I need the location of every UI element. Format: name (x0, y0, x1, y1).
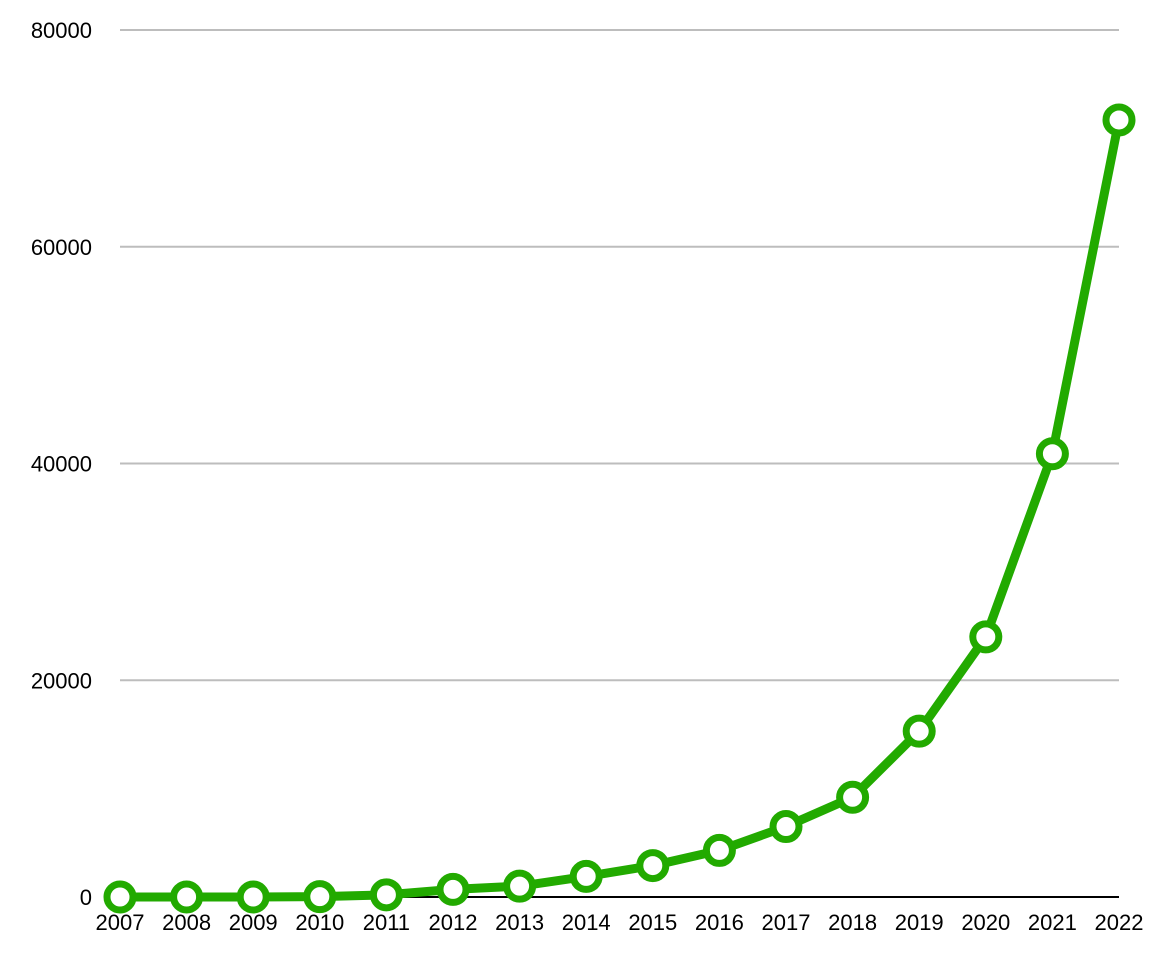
data-point-2010 (303, 880, 337, 914)
y-tick-label: 40000 (31, 452, 92, 477)
data-point-2020 (969, 620, 1003, 654)
data-point-2017 (769, 810, 803, 844)
x-tick-label: 2013 (495, 910, 544, 935)
data-point-2018 (836, 780, 870, 814)
data-point-2022 (1102, 103, 1136, 137)
series-layer (103, 103, 1136, 914)
x-tick-label: 2014 (562, 910, 611, 935)
data-point-2019 (902, 714, 936, 748)
x-tick-label: 2008 (162, 910, 211, 935)
x-tick-label: 2019 (895, 910, 944, 935)
y-tick-label: 20000 (31, 668, 92, 693)
x-tick-label: 2015 (628, 910, 677, 935)
x-tick-label: 2022 (1095, 910, 1144, 935)
x-axis-tick-labels: 2007 2008 2009 2010 2011 2012 2013 2014 2015 2016… (96, 910, 1144, 935)
x-tick-label: 2017 (762, 910, 811, 935)
y-axis-tick-labels: 0 20000 40000 60000 80000 (31, 18, 92, 910)
data-point-2014 (569, 859, 603, 893)
data-point-2007 (103, 880, 137, 914)
x-tick-label: 2012 (429, 910, 478, 935)
y-tick-label: 0 (80, 885, 92, 910)
data-point-2009 (236, 880, 270, 914)
data-point-2013 (503, 869, 537, 903)
y-tick-label: 80000 (31, 18, 92, 43)
data-point-2016 (702, 833, 736, 867)
x-tick-label: 2020 (961, 910, 1010, 935)
x-tick-label: 2009 (229, 910, 278, 935)
x-tick-label: 2021 (1028, 910, 1077, 935)
data-point-2015 (636, 849, 670, 883)
grid-lines (120, 29, 1119, 682)
x-tick-label: 2007 (96, 910, 145, 935)
data-point-2021 (1035, 437, 1069, 471)
x-tick-label: 2010 (295, 910, 344, 935)
data-point-2011 (369, 878, 403, 912)
data-point-2012 (436, 872, 470, 906)
x-tick-label: 2016 (695, 910, 744, 935)
series-line (115, 115, 1124, 902)
data-point-2008 (170, 880, 204, 914)
x-tick-label: 2018 (828, 910, 877, 935)
x-tick-label: 2011 (363, 910, 410, 935)
y-tick-label: 60000 (31, 235, 92, 260)
